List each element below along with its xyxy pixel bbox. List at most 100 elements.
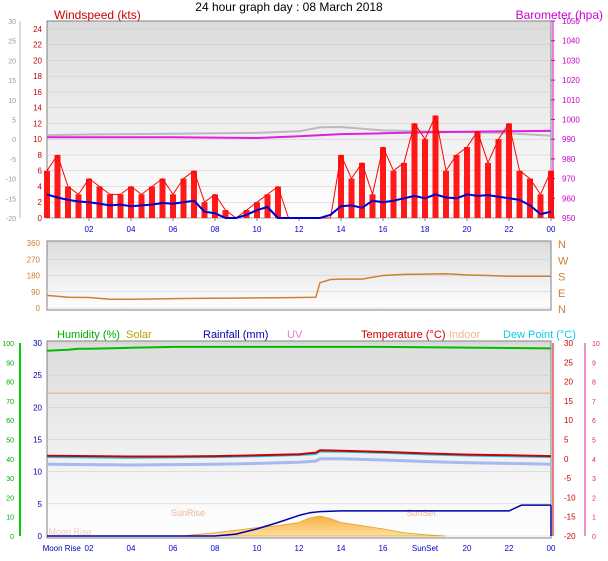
x-tick-label-multi: 06 xyxy=(169,544,178,553)
x-tick-label-multi: 12 xyxy=(295,544,304,553)
rain-tick-label: 15 xyxy=(33,436,42,445)
gust-bar xyxy=(96,186,103,218)
gust-bar xyxy=(159,178,166,218)
outer-left-tick-label: -10 xyxy=(6,177,16,184)
gust-bar xyxy=(527,178,533,218)
baro-tick-label: 980 xyxy=(562,155,576,164)
legend-humidity: Humidity (%) xyxy=(57,329,120,341)
gust-bar xyxy=(54,154,61,218)
direction-tick-label: 180 xyxy=(27,272,41,281)
direction-tick-label: 270 xyxy=(27,255,41,264)
x-tick-label: 18 xyxy=(421,225,430,234)
chart-title: 24 hour graph day : 08 March 2018 xyxy=(195,0,383,14)
gust-bar xyxy=(380,147,386,218)
legend-dew-point: Dew Point (°C) xyxy=(503,329,576,341)
x-tick-label: 08 xyxy=(211,225,220,234)
humidity-tick-label: 70 xyxy=(6,399,14,406)
gust-bar xyxy=(548,170,554,218)
x-tick-label: 06 xyxy=(169,225,178,234)
gust-bar xyxy=(212,194,218,218)
x-tick-label: 12 xyxy=(295,225,304,234)
gust-bar xyxy=(453,154,460,218)
humidity-tick-label: 90 xyxy=(6,360,14,367)
temp-tick-label: 20 xyxy=(564,378,573,387)
temp-tick-label: 30 xyxy=(564,339,573,348)
x-tick-label: 00 xyxy=(547,225,556,234)
x-tick-label: 14 xyxy=(337,225,346,234)
x-tick-label-multi: 08 xyxy=(211,544,220,553)
compass-label: E xyxy=(558,288,565,300)
gust-bar xyxy=(128,186,134,218)
dew-point-band xyxy=(46,457,552,467)
wind-direction-line xyxy=(46,272,551,301)
outer-left-tick-label: 10 xyxy=(8,98,16,105)
humidity-tick-label: 60 xyxy=(6,418,14,425)
gust-bar xyxy=(86,178,92,218)
gust-bar xyxy=(401,162,407,218)
rain-tick-label: 10 xyxy=(33,468,42,477)
gust-bar xyxy=(359,162,365,218)
gust-bar xyxy=(201,202,208,218)
humidity-tick-label: 50 xyxy=(6,438,14,445)
gust-bar xyxy=(275,186,281,218)
gust-bar xyxy=(222,210,229,218)
gust-bar xyxy=(443,170,449,218)
gust-bar xyxy=(75,194,82,218)
wind-tick-label: 10 xyxy=(33,135,42,144)
gust-bar xyxy=(432,115,439,218)
temperature-line xyxy=(46,449,552,458)
gust-bar xyxy=(474,131,481,218)
compass-label: N xyxy=(558,239,566,251)
legend-indoor: Indoor xyxy=(449,329,481,341)
barometer-axis-label: Barometer (hpa) xyxy=(516,8,603,22)
temp-tick-label: 15 xyxy=(564,397,573,406)
gust-bar xyxy=(191,170,197,218)
uv-tick-label: 0 xyxy=(592,534,596,541)
gust-bar xyxy=(65,186,71,218)
legend-rainfall: Rainfall (mm) xyxy=(203,329,268,341)
x-tick-label: 16 xyxy=(379,225,388,234)
outer-left-tick-label: -20 xyxy=(6,216,16,223)
humidity-tick-label: 10 xyxy=(6,515,14,522)
temp-tick-label: -20 xyxy=(564,532,576,541)
humidity-line xyxy=(46,345,552,352)
wind-tick-label: 20 xyxy=(33,56,42,65)
humidity-tick-label: 40 xyxy=(6,457,14,464)
annotation-sunrise: SunRise xyxy=(171,508,205,518)
x-tick-label-multi: 14 xyxy=(337,544,346,553)
x-tick-label-multi: 02 xyxy=(85,544,94,553)
wind-tick-label: 16 xyxy=(33,88,42,97)
x-tick-label-multi: 00 xyxy=(547,544,556,553)
gust-bar xyxy=(149,186,155,218)
baro-tick-label: 950 xyxy=(562,214,576,223)
compass-label: S xyxy=(558,272,565,284)
gust-bar xyxy=(338,154,344,218)
outer-left-tick-label: 0 xyxy=(12,137,16,144)
gust-bar xyxy=(485,162,491,218)
temp-tick-label: 0 xyxy=(564,455,569,464)
uv-tick-label: 4 xyxy=(592,457,596,464)
legend-uv: UV xyxy=(287,329,303,341)
outer-left-tick-label: 25 xyxy=(8,39,16,46)
uv-tick-label: 6 xyxy=(592,418,596,425)
wind-tick-label: 14 xyxy=(33,104,42,113)
rain-tick-label: 5 xyxy=(38,500,43,509)
x-tick-label: 04 xyxy=(127,225,136,234)
gust-bar xyxy=(117,194,124,218)
wind-average-line xyxy=(46,193,552,219)
humidity-tick-label: 100 xyxy=(2,341,14,348)
baro-tick-label: 1050 xyxy=(562,17,580,26)
temp-tick-label: -10 xyxy=(564,493,576,502)
wind-tick-label: 18 xyxy=(33,72,42,81)
barometer-line xyxy=(47,129,552,139)
direction-tick-label: 0 xyxy=(36,304,41,313)
gust-bar xyxy=(390,170,397,218)
humidity-tick-label: 0 xyxy=(10,534,14,541)
gust-bar xyxy=(369,194,376,218)
wind-tick-label: 6 xyxy=(38,167,43,176)
baro-tick-label: 1040 xyxy=(562,37,580,46)
baro-tick-label: 970 xyxy=(562,175,576,184)
gust-bar xyxy=(180,178,187,218)
temp-tick-label: -5 xyxy=(564,474,572,483)
gust-bar xyxy=(411,123,418,218)
